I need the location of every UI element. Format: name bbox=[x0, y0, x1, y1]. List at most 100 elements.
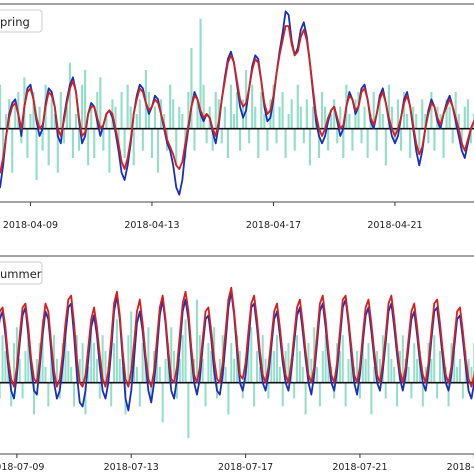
bar bbox=[461, 382, 464, 399]
bar bbox=[196, 99, 199, 129]
bar bbox=[299, 106, 302, 129]
bar bbox=[41, 319, 44, 383]
bar bbox=[247, 343, 250, 383]
bar bbox=[10, 382, 13, 407]
bar bbox=[210, 351, 213, 383]
bar bbox=[29, 114, 32, 129]
bar bbox=[424, 114, 427, 129]
bar bbox=[68, 62, 71, 129]
bar bbox=[73, 382, 76, 407]
bar bbox=[21, 382, 24, 399]
bar bbox=[135, 366, 138, 383]
series-line-model bbox=[0, 25, 474, 174]
bar bbox=[235, 92, 239, 129]
bar bbox=[163, 114, 166, 129]
x-tick-label: 2018-07-21 bbox=[332, 462, 387, 473]
bar bbox=[360, 128, 363, 144]
bar bbox=[393, 366, 396, 383]
bar bbox=[401, 335, 404, 383]
bar bbox=[284, 351, 287, 383]
bar bbox=[413, 343, 416, 383]
bar bbox=[153, 106, 157, 129]
bar bbox=[396, 382, 399, 407]
bar bbox=[264, 358, 267, 383]
bar bbox=[430, 92, 433, 129]
bar bbox=[445, 99, 448, 129]
plot-frame bbox=[0, 255, 474, 455]
bar bbox=[257, 128, 260, 158]
bar bbox=[50, 351, 53, 383]
bar bbox=[201, 358, 204, 383]
bar bbox=[13, 343, 16, 383]
bar bbox=[64, 327, 67, 383]
bar bbox=[84, 382, 87, 415]
bar bbox=[184, 319, 187, 383]
bar bbox=[407, 366, 410, 383]
bar bbox=[406, 114, 409, 129]
x-tick-label: 2018-04-21 bbox=[367, 220, 422, 231]
bar bbox=[301, 366, 304, 383]
bar bbox=[156, 128, 160, 173]
bar bbox=[466, 99, 469, 129]
bar bbox=[273, 351, 276, 383]
bar bbox=[281, 382, 284, 407]
bar bbox=[199, 18, 202, 129]
bar bbox=[336, 128, 339, 144]
bar bbox=[7, 366, 10, 383]
bar bbox=[242, 99, 245, 129]
bar bbox=[59, 92, 62, 129]
bar bbox=[27, 335, 30, 383]
bar bbox=[364, 358, 367, 383]
bar bbox=[287, 343, 290, 383]
bar bbox=[84, 70, 87, 129]
bar bbox=[396, 99, 400, 129]
bar bbox=[390, 106, 393, 129]
bar bbox=[47, 382, 50, 407]
bar bbox=[330, 114, 333, 129]
bar bbox=[30, 366, 33, 383]
bar bbox=[338, 351, 341, 383]
bar bbox=[220, 128, 223, 144]
bar bbox=[433, 335, 436, 383]
bar bbox=[251, 84, 254, 129]
bar bbox=[217, 99, 220, 129]
bar bbox=[123, 128, 126, 158]
x-tick-label: 2018-07-13 bbox=[104, 462, 159, 473]
bar bbox=[93, 128, 96, 158]
bar bbox=[193, 128, 196, 151]
bar bbox=[127, 335, 130, 383]
chart-panel-summer: 2018-07-09 2018-07-13 2018-07-17 2018-07-21… bbox=[0, 255, 474, 473]
bar bbox=[70, 366, 73, 383]
bar bbox=[187, 382, 190, 439]
bar bbox=[341, 335, 344, 383]
bar bbox=[305, 99, 308, 129]
bar bbox=[35, 128, 38, 180]
bar bbox=[381, 114, 384, 129]
legend-label: ummer bbox=[0, 267, 42, 281]
bar bbox=[384, 382, 387, 399]
bar bbox=[104, 351, 107, 383]
bar bbox=[327, 358, 330, 383]
bar bbox=[205, 128, 208, 144]
bar bbox=[24, 351, 27, 383]
bar bbox=[138, 99, 141, 129]
bar bbox=[384, 128, 387, 166]
bar bbox=[81, 343, 84, 383]
bar bbox=[172, 99, 175, 129]
bar bbox=[96, 92, 99, 129]
series-line-observed bbox=[0, 290, 474, 412]
bar bbox=[218, 358, 221, 383]
bar bbox=[53, 335, 56, 383]
bar bbox=[62, 128, 65, 144]
bar bbox=[224, 366, 227, 383]
bar bbox=[439, 114, 442, 129]
bar bbox=[372, 92, 375, 129]
bar bbox=[358, 382, 361, 399]
bar bbox=[367, 343, 370, 383]
x-tick-label: 2018-04-13 bbox=[124, 220, 179, 231]
bar bbox=[342, 128, 345, 158]
bar bbox=[101, 335, 104, 383]
bar bbox=[11, 128, 14, 173]
bar bbox=[454, 92, 457, 129]
